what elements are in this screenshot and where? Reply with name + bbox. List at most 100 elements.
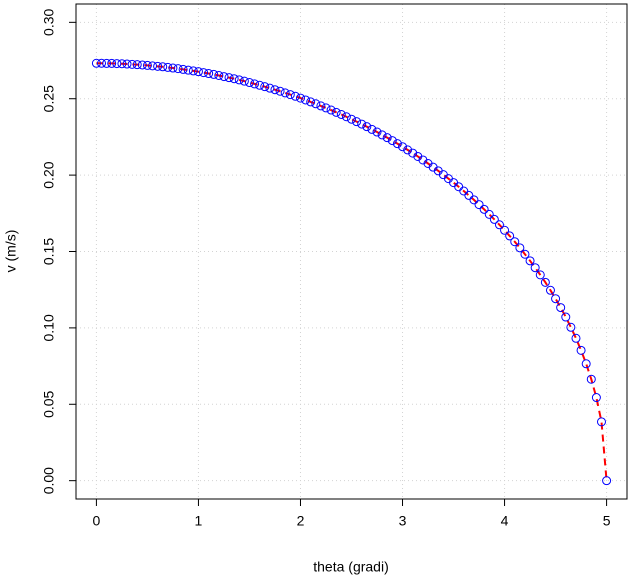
data-point	[398, 142, 408, 152]
data-point	[153, 61, 163, 71]
plot-frame	[75, 3, 628, 500]
data-point	[117, 59, 127, 69]
data-point	[173, 64, 183, 74]
data-point	[571, 333, 581, 343]
data-point	[403, 145, 413, 155]
data-point	[525, 256, 535, 266]
data-point	[306, 97, 316, 107]
data-point	[122, 59, 132, 69]
y-tick-label: 0.15	[41, 238, 57, 265]
data-point	[270, 85, 280, 95]
data-point	[250, 79, 260, 89]
data-point	[295, 93, 305, 103]
data-point	[326, 105, 336, 115]
data-point	[540, 277, 550, 287]
data-point	[163, 62, 173, 72]
data-point	[357, 119, 367, 129]
x-axis-label: theta (gradi)	[313, 559, 388, 575]
data-point	[464, 190, 474, 200]
y-tick-label: 0.10	[41, 314, 57, 341]
data-point	[515, 243, 525, 253]
data-point	[265, 83, 275, 93]
data-point	[551, 294, 561, 304]
data-point	[505, 231, 515, 241]
x-tick-label: 2	[297, 513, 305, 529]
data-point	[362, 122, 372, 132]
data-point	[561, 312, 571, 322]
y-tick-label: 0.20	[41, 161, 57, 188]
data-point	[188, 66, 198, 76]
data-point	[142, 60, 152, 70]
data-point	[494, 220, 504, 230]
data-point	[158, 62, 168, 72]
data-point	[168, 63, 178, 73]
x-tick-label: 5	[603, 513, 611, 529]
data-point	[102, 58, 112, 68]
data-point	[581, 359, 591, 369]
data-point	[127, 59, 137, 69]
x-tick-label: 4	[501, 513, 509, 529]
data-point	[107, 58, 117, 68]
data-point	[178, 64, 188, 74]
data-point	[510, 237, 520, 247]
data-point	[576, 345, 586, 355]
data-point	[290, 91, 300, 101]
y-axis-label: v (m/s)	[3, 230, 19, 273]
data-point	[112, 59, 122, 69]
data-point	[479, 204, 489, 214]
data-point	[377, 130, 387, 140]
data-point	[489, 214, 499, 224]
data-point	[311, 99, 321, 109]
data-point	[408, 148, 418, 158]
data-point	[183, 65, 193, 75]
data-line	[96, 62, 608, 481]
data-point	[352, 117, 362, 127]
x-tick-label: 0	[93, 513, 101, 529]
data-point	[280, 88, 290, 98]
data-point	[545, 285, 555, 295]
data-point	[209, 69, 219, 79]
data-point	[602, 476, 612, 486]
data-point	[566, 322, 576, 332]
data-point	[392, 139, 402, 149]
data-point	[382, 133, 392, 143]
data-point	[204, 69, 214, 79]
data-point	[459, 186, 469, 196]
y-tick-label: 0.25	[41, 85, 57, 112]
data-point	[260, 82, 270, 92]
data-point	[132, 60, 142, 70]
data-point	[229, 74, 239, 84]
data-point	[234, 75, 244, 85]
data-point	[372, 127, 382, 137]
data-point	[244, 78, 254, 88]
data-point	[219, 72, 229, 82]
data-point	[224, 73, 234, 83]
data-point	[469, 195, 479, 205]
y-tick-label: 0.05	[41, 390, 57, 417]
y-tick-label: 0.30	[41, 8, 57, 35]
data-point	[484, 209, 494, 219]
data-point	[148, 61, 158, 71]
data-point	[331, 107, 341, 117]
data-point	[301, 95, 311, 105]
data-point	[530, 263, 540, 273]
data-point	[321, 103, 331, 113]
data-point	[193, 67, 203, 77]
data-point	[97, 58, 107, 68]
data-point	[199, 68, 209, 78]
data-point	[255, 80, 265, 90]
data-point	[474, 200, 484, 210]
data-point	[500, 225, 510, 235]
data-point	[449, 178, 459, 188]
data-point	[91, 58, 101, 68]
data-point	[520, 249, 530, 259]
data-point	[336, 109, 346, 119]
data-point	[535, 270, 545, 280]
data-point	[316, 101, 326, 111]
y-tick-label: 0.00	[41, 467, 57, 494]
data-point	[214, 71, 224, 80]
data-point	[341, 112, 351, 122]
data-point	[239, 76, 249, 86]
data-point	[387, 136, 397, 146]
